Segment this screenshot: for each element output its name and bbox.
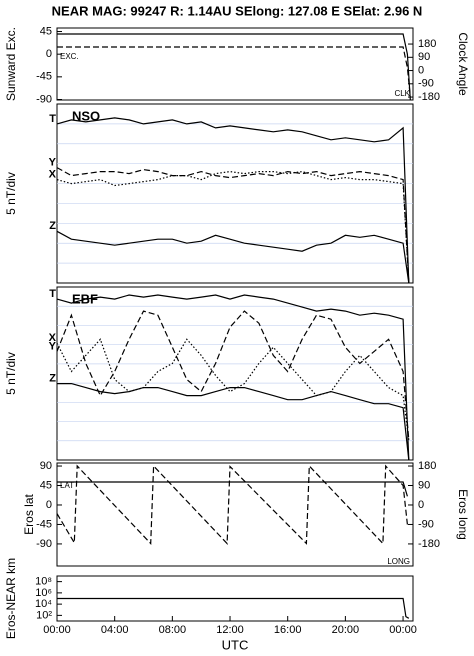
series-line xyxy=(57,383,410,461)
y2-tick-label: 180 xyxy=(418,460,436,472)
y-tick-label: -90 xyxy=(36,93,52,105)
y-tick-label: 10⁶ xyxy=(35,587,52,599)
y-tick-label: 10⁴ xyxy=(35,598,52,610)
series-line xyxy=(57,597,410,619)
y2-tick-label: 90 xyxy=(418,479,430,491)
x-tick-label: 16:00 xyxy=(274,624,302,636)
y2-tick-label: -180 xyxy=(418,538,440,550)
y2-tick-label: -90 xyxy=(418,518,434,530)
y-axis-label: 5 nT/div xyxy=(4,352,18,395)
y-tick-label: -45 xyxy=(36,518,52,530)
series-label: Y xyxy=(49,157,57,169)
annotation: LAT xyxy=(60,481,74,490)
x-tick-label: 20:00 xyxy=(332,624,360,636)
panel-frame xyxy=(56,462,414,567)
y2-tick-label: -90 xyxy=(418,78,434,90)
x-tick-label: 00:00 xyxy=(43,624,71,636)
y2-tick-label: 0 xyxy=(418,499,424,511)
series-line xyxy=(56,464,408,545)
series-label: T xyxy=(49,113,56,125)
x-tick-label: 00:00 xyxy=(389,624,417,636)
annotation: CLK xyxy=(394,89,410,98)
y2-tick-label: 0 xyxy=(418,64,424,76)
y-tick-label: 45 xyxy=(40,25,52,37)
series-line xyxy=(56,117,410,284)
series-line xyxy=(56,338,410,440)
annotation: EXC. xyxy=(60,52,79,61)
y-tick-label: 90 xyxy=(40,460,52,472)
y-axis-label: Eros-NEAR km xyxy=(4,558,18,639)
series-label: X xyxy=(49,168,57,180)
y2-tick-label: 180 xyxy=(418,38,436,50)
series-line xyxy=(57,481,408,497)
y2-tick-label: 90 xyxy=(418,51,430,63)
x-tick-label: 12:00 xyxy=(216,624,244,636)
panel-frame xyxy=(56,286,414,461)
y-axis-label: 5 nT/div xyxy=(4,172,18,215)
series-line xyxy=(56,170,410,284)
y-tick-label: 45 xyxy=(40,479,52,491)
series-line xyxy=(56,230,410,284)
panel-frame xyxy=(56,103,414,284)
series-line xyxy=(56,167,410,284)
y-tick-label: -45 xyxy=(36,71,52,83)
series-line xyxy=(57,33,411,100)
panel-title: NSO xyxy=(72,108,100,123)
series-label: Z xyxy=(49,220,56,232)
panel-frame xyxy=(56,27,414,101)
series-label: Z xyxy=(49,372,56,384)
series-line xyxy=(57,46,411,98)
series-line xyxy=(56,294,410,461)
annotation: LONG xyxy=(387,557,410,566)
x-tick-label: 08:00 xyxy=(159,624,187,636)
y2-axis-label: Clock Angle xyxy=(456,32,470,96)
y2-axis-label: Eros long xyxy=(456,489,470,540)
y-axis-label: Sunward Exc. xyxy=(4,27,18,101)
y-tick-label: 10² xyxy=(36,609,52,621)
series-line xyxy=(56,310,410,440)
x-tick-label: 04:00 xyxy=(101,624,129,636)
chart-title: NEAR MAG: 99247 R: 1.14AU SElong: 127.08… xyxy=(52,3,423,18)
y-tick-label: -90 xyxy=(36,538,52,550)
y-tick-label: 0 xyxy=(46,48,52,60)
y-axis-label: Eros lat xyxy=(22,493,36,534)
series-label: Y xyxy=(49,340,57,352)
y-tick-label: 10⁸ xyxy=(35,576,52,588)
y-tick-label: 0 xyxy=(46,499,52,511)
series-label: T xyxy=(49,288,56,300)
series-label: X xyxy=(49,332,57,344)
x-axis-label: UTC xyxy=(222,637,249,652)
y2-tick-label: -180 xyxy=(418,91,440,103)
